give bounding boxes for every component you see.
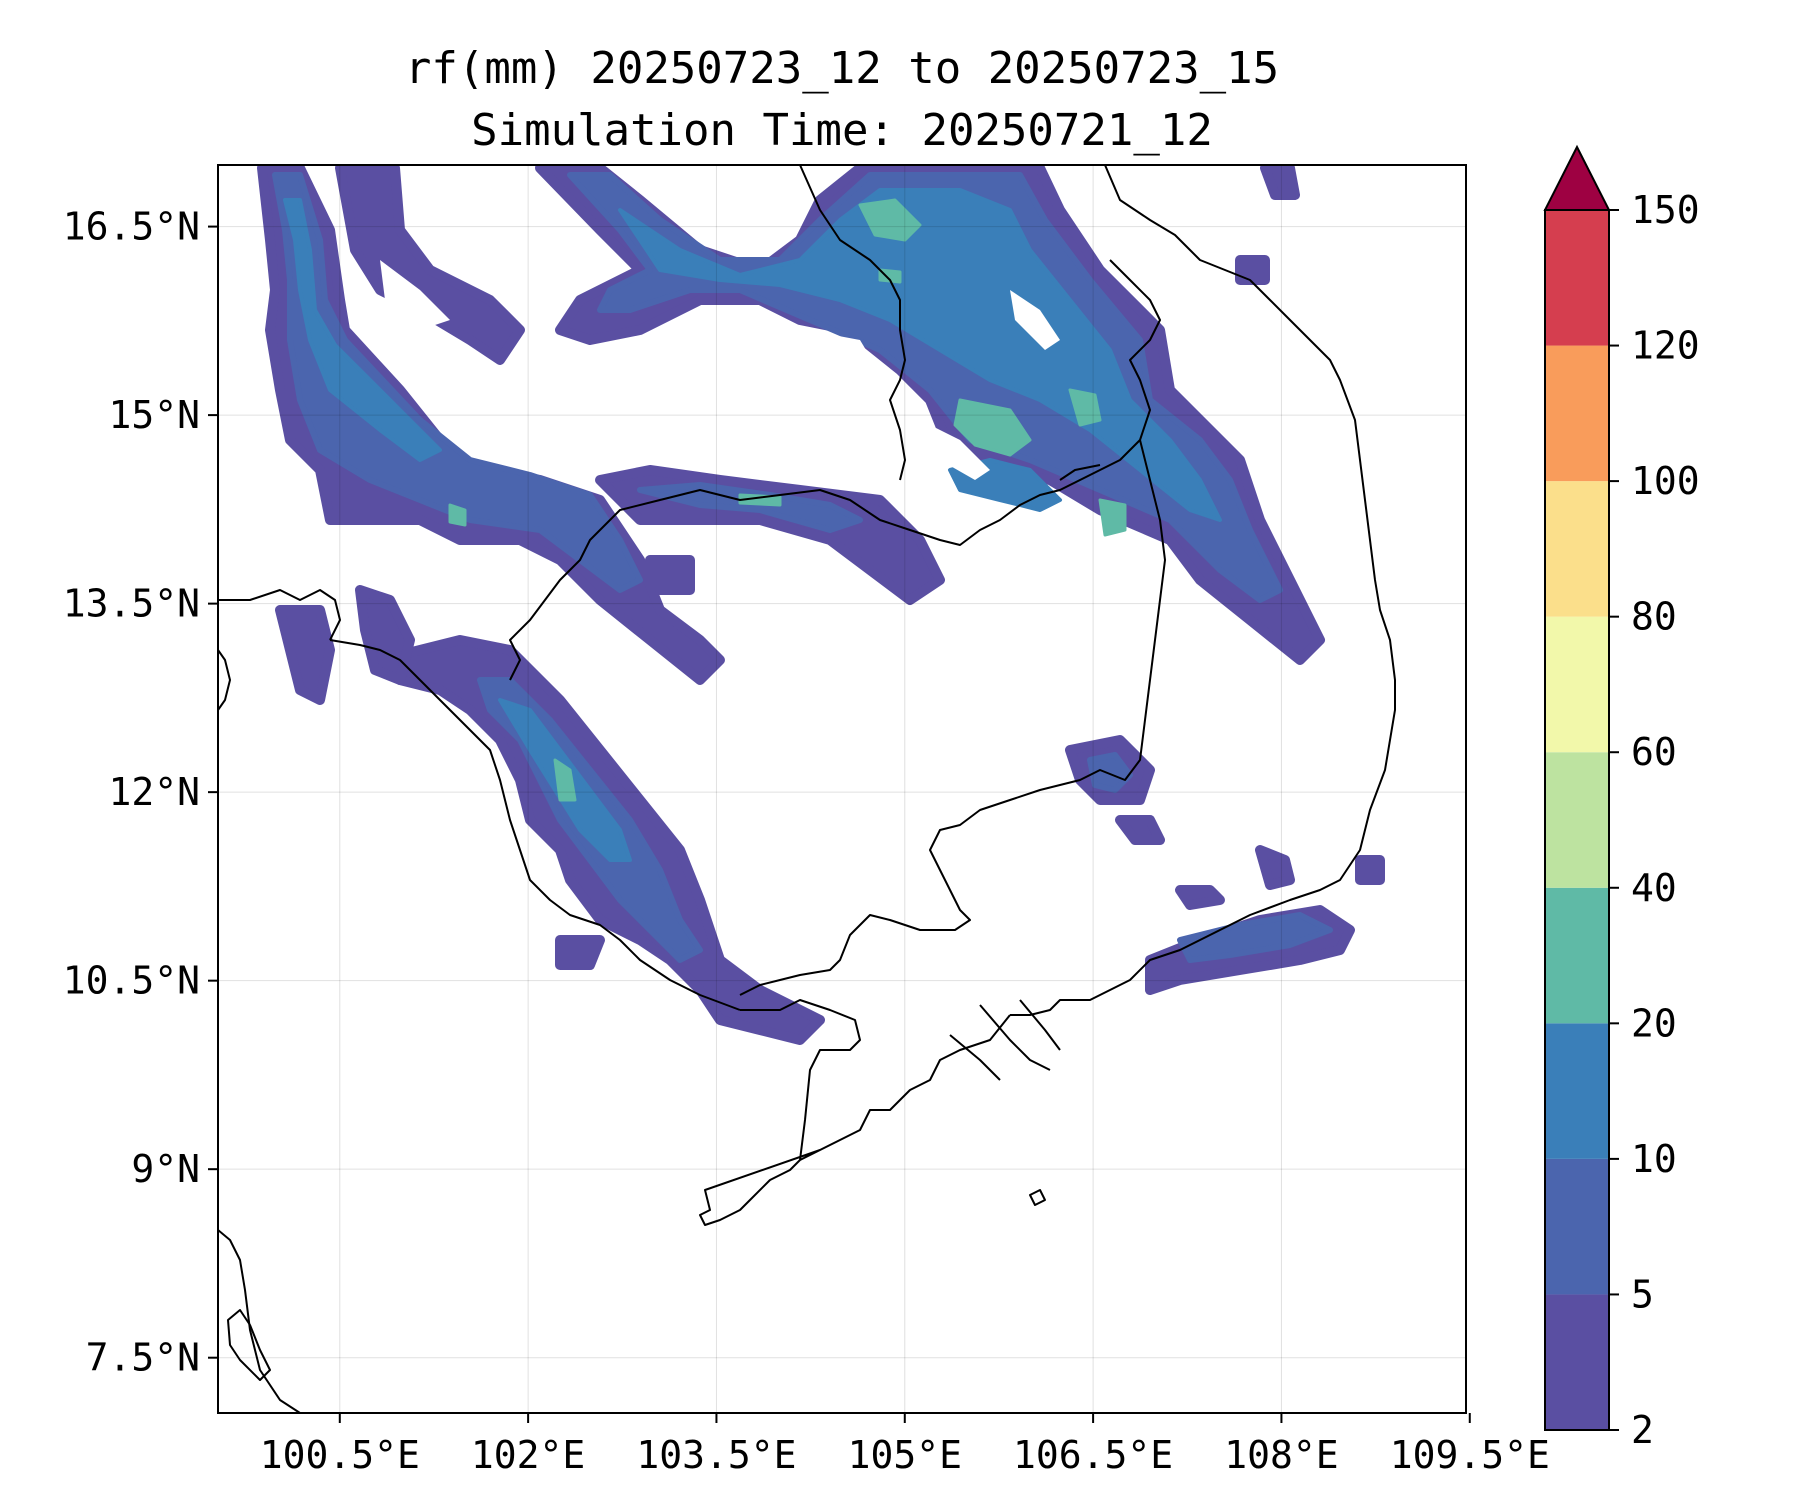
colorbar-tick-label: 5 bbox=[1631, 1272, 1654, 1316]
colorbar-tick-label: 120 bbox=[1631, 324, 1700, 368]
lon-tick-label: 103.5°E bbox=[636, 1433, 796, 1477]
map-title: rf(mm) 20250723_12 to 20250723_15 Simula… bbox=[218, 38, 1466, 162]
title-line-1: rf(mm) 20250723_12 to 20250723_15 bbox=[404, 43, 1280, 94]
colorbar-tick-label: 60 bbox=[1631, 730, 1677, 774]
lon-tick-label: 102°E bbox=[471, 1433, 585, 1477]
lat-tick-label: 7.5°N bbox=[86, 1336, 200, 1380]
lon-tick-label: 105°E bbox=[848, 1433, 962, 1477]
lat-tick-label: 16.5°N bbox=[63, 205, 200, 249]
lon-tick-label: 106.5°E bbox=[1013, 1433, 1173, 1477]
lon-tick-label: 100.5°E bbox=[260, 1433, 420, 1477]
coastlines-and-borders bbox=[218, 165, 1396, 1413]
lat-tick-label: 13.5°N bbox=[63, 582, 200, 626]
colorbar-segment bbox=[1545, 616, 1609, 753]
lat-tick-label: 10.5°N bbox=[63, 959, 200, 1003]
border-laos-vietnam bbox=[799, 165, 906, 481]
coastline-lakeside bbox=[1059, 464, 1101, 481]
lat-tick-label: 12°N bbox=[108, 770, 200, 814]
colorbar bbox=[1543, 144, 1611, 1431]
coastline-thailand-west bbox=[218, 649, 231, 711]
delta-arm-3 bbox=[949, 1034, 1001, 1081]
rainfall-gaps bbox=[380, 260, 1060, 480]
coastline-east-vietnam bbox=[1010, 165, 1396, 1016]
colorbar-segment bbox=[1545, 1158, 1609, 1295]
coastline-mekong-delta bbox=[699, 999, 1011, 1226]
colorbar-segment bbox=[1545, 481, 1609, 617]
colorbar-segment bbox=[1545, 1023, 1609, 1159]
colorbar-segment bbox=[1545, 1294, 1609, 1430]
colorbar-tick-label: 20 bbox=[1631, 1001, 1677, 1045]
colorbar-tick-label: 2 bbox=[1631, 1408, 1654, 1452]
map-area bbox=[218, 165, 1466, 1413]
colorbar-frame bbox=[1544, 209, 1610, 1431]
colorbar-tick-label: 100 bbox=[1631, 459, 1700, 503]
latitude-ticks: 16.5°N 15°N 13.5°N 12°N 10.5°N 9°N 7.5°N bbox=[63, 205, 218, 1380]
map-frame bbox=[217, 164, 1467, 1414]
colorbar-segment bbox=[1545, 887, 1609, 1024]
coastline-thailand-south bbox=[218, 1229, 301, 1413]
longitude-ticks: 100.5°E 102°E 103.5°E 105°E 106.5°E 108°E 109.… bbox=[260, 1413, 1550, 1477]
colorbar-tick-label: 10 bbox=[1631, 1137, 1677, 1181]
lat-tick-label: 15°N bbox=[108, 393, 200, 437]
border-laos-cambodia bbox=[509, 259, 1161, 681]
gridlines bbox=[218, 165, 1466, 1413]
lon-tick-label: 108°E bbox=[1224, 1433, 1338, 1477]
colorbar-extend-arrow bbox=[1543, 144, 1611, 211]
border-thai-cambodia bbox=[218, 589, 341, 641]
colorbar-segment bbox=[1545, 752, 1609, 888]
lon-tick-label: 109.5°E bbox=[1390, 1433, 1550, 1477]
colorbar-tick-label: 40 bbox=[1631, 866, 1677, 910]
island-con-son bbox=[227, 1309, 271, 1381]
colorbar-tick-label: 80 bbox=[1631, 595, 1677, 639]
colorbar-tick-label: 150 bbox=[1631, 188, 1700, 232]
border-vietnam-cambodia bbox=[739, 439, 1166, 996]
lat-tick-label: 9°N bbox=[131, 1147, 200, 1191]
island-phu-quoc bbox=[1029, 1189, 1046, 1206]
colorbar-segment bbox=[1545, 345, 1609, 482]
colorbar-segment bbox=[1545, 210, 1609, 346]
delta-arm-2 bbox=[1019, 999, 1061, 1051]
delta-arm-1 bbox=[979, 1004, 1051, 1071]
coastline-gulf-thailand bbox=[329, 639, 741, 1011]
colorbar-labels: 2 5 10 20 40 60 80 100 120 150 bbox=[1609, 188, 1700, 1452]
title-line-2: Simulation Time: 20250721_12 bbox=[471, 105, 1213, 156]
